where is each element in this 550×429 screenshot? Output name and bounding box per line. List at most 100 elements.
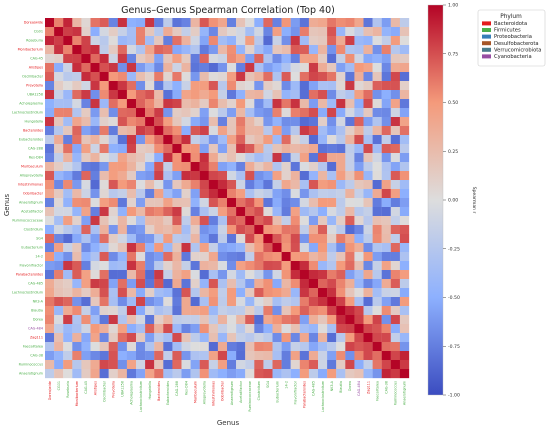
heatmap-cell	[190, 180, 200, 190]
heatmap-cell	[290, 225, 300, 235]
heatmap-cell	[90, 234, 100, 244]
heatmap-cell	[345, 207, 355, 217]
heatmap-cell	[154, 36, 164, 46]
heatmap-cell	[108, 54, 118, 64]
heatmap-cell	[117, 324, 128, 334]
heatmap-cell	[299, 63, 310, 73]
x-tick-label: Prevotella	[111, 381, 115, 398]
heatmap-cell	[318, 126, 328, 136]
heatmap-cell	[99, 135, 109, 145]
heatmap-cell	[318, 198, 328, 208]
heatmap-cell	[399, 126, 410, 136]
heatmap-cell	[217, 99, 228, 109]
heatmap-cell	[281, 369, 291, 379]
heatmap-cell	[208, 234, 219, 244]
heatmap-cell	[336, 360, 346, 370]
heatmap-cell	[90, 63, 100, 73]
legend-swatch	[482, 54, 491, 59]
x-tick-label: Alloprevotella	[202, 381, 206, 404]
heatmap-cell	[199, 252, 209, 262]
heatmap-cell	[363, 117, 373, 127]
heatmap-cell	[363, 369, 373, 379]
heatmap-cell	[227, 270, 237, 280]
heatmap-cell	[190, 36, 200, 46]
y-tick-label: Clostridium	[24, 228, 44, 232]
heatmap-cell	[99, 225, 109, 235]
heatmap-cell	[245, 18, 255, 28]
y-tick-label: Prevotella	[26, 84, 43, 88]
heatmap-cell	[381, 108, 391, 118]
heatmap-cell	[290, 126, 300, 136]
heatmap-cell	[208, 99, 219, 109]
heatmap-cell	[181, 18, 191, 28]
heatmap-cell	[199, 306, 209, 316]
heatmap-cell	[145, 225, 155, 235]
heatmap-cell	[181, 243, 191, 253]
heatmap-cell	[99, 360, 109, 370]
heatmap-cell	[318, 234, 328, 244]
heatmap-cell	[254, 117, 264, 127]
heatmap-cell	[399, 279, 410, 289]
heatmap-cell	[172, 36, 182, 46]
heatmap-cell	[363, 342, 373, 352]
heatmap-cell	[108, 288, 118, 298]
heatmap-cell	[145, 333, 155, 343]
heatmap-cell	[308, 216, 319, 226]
heatmap-cell	[108, 252, 118, 262]
heatmap-cell	[345, 369, 355, 379]
heatmap-cell	[227, 315, 237, 325]
heatmap-cell	[126, 234, 137, 244]
heatmap-cell	[81, 324, 91, 334]
heatmap-cell	[45, 279, 55, 289]
heatmap-cell	[190, 162, 200, 172]
heatmap-cell	[99, 342, 109, 352]
heatmap-cell	[208, 45, 219, 55]
heatmap-cell	[90, 27, 100, 37]
x-tick-label: Faecalitalea	[375, 381, 379, 401]
heatmap-cell	[381, 252, 391, 262]
heatmap-cell	[254, 36, 264, 46]
heatmap-cell	[245, 333, 255, 343]
y-tick-label: UBA1258	[27, 93, 43, 97]
heatmap-cell	[208, 351, 219, 361]
heatmap-cell	[236, 99, 246, 109]
heatmap-cell	[281, 171, 291, 181]
heatmap-cell	[308, 279, 319, 289]
heatmap-cell	[281, 27, 291, 37]
heatmap-cell	[163, 189, 173, 199]
heatmap-cell	[99, 126, 109, 136]
heatmap-cell	[245, 360, 255, 370]
heatmap-cell	[181, 189, 191, 199]
heatmap-cell	[117, 207, 128, 217]
heatmap-cell	[99, 63, 109, 73]
heatmap-cell	[390, 72, 401, 82]
heatmap-cell	[181, 225, 191, 235]
heatmap-cell	[163, 171, 173, 181]
heatmap-cell	[99, 243, 109, 253]
heatmap-cell	[208, 198, 219, 208]
heatmap-cell	[227, 162, 237, 172]
heatmap-cell	[363, 72, 373, 82]
heatmap-cell	[90, 81, 100, 91]
heatmap-cell	[336, 162, 346, 172]
heatmap-cell	[163, 297, 173, 307]
heatmap-cell	[81, 198, 91, 208]
heatmap-cell	[290, 234, 300, 244]
heatmap-cell	[327, 153, 337, 163]
heatmap-cell	[108, 126, 118, 136]
heatmap-cell	[145, 288, 155, 298]
x-tick-label: Parabacteroides	[303, 381, 307, 409]
heatmap-cell	[336, 171, 346, 181]
heatmap-cell	[390, 144, 401, 154]
heatmap-cell	[136, 360, 146, 370]
heatmap-cell	[399, 297, 410, 307]
heatmap-cell	[208, 261, 219, 271]
heatmap-cell	[299, 117, 310, 127]
heatmap-cell	[72, 297, 82, 307]
legend-entry-label: Cyanobacteria	[494, 54, 532, 60]
heatmap-cell	[254, 153, 264, 163]
heatmap-cell	[299, 36, 310, 46]
heatmap-cell	[54, 81, 64, 91]
heatmap-cell	[163, 63, 173, 73]
